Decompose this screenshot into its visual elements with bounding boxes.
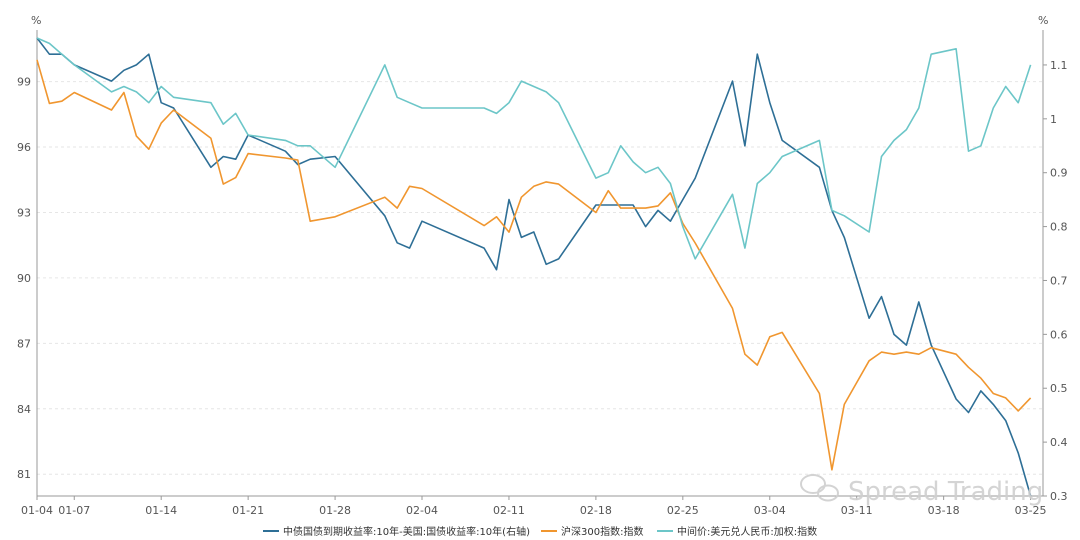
right-tick-label: 1.1 — [1050, 59, 1068, 72]
right-tick-label: 0.7 — [1050, 274, 1068, 287]
left-tick-label: 81 — [17, 468, 31, 481]
x-tick-label: 01-07 — [58, 504, 90, 517]
x-tick-label: 03-04 — [754, 504, 786, 517]
right-tick-label: 0.4 — [1050, 436, 1068, 449]
legend-label-1: 沪深300指数:指数 — [561, 525, 643, 538]
watermark-text: Spread Trading — [848, 477, 1043, 507]
right-tick-label: 0.9 — [1050, 167, 1068, 180]
left-tick-label: 99 — [17, 76, 31, 89]
legend-label-2: 中间价:美元兑人民币:加权:指数 — [677, 525, 817, 538]
x-tick-label: 01-04 — [21, 504, 53, 517]
x-tick-label: 01-28 — [319, 504, 351, 517]
series-line-2 — [36, 37, 1032, 260]
watermark: Spread Trading — [800, 474, 1043, 507]
right-tick-label: 1 — [1050, 113, 1057, 126]
series-lines — [36, 37, 1032, 497]
left-tick-label: 84 — [17, 403, 31, 416]
x-tick-label: 02-04 — [406, 504, 438, 517]
right-axis-unit: % — [1038, 14, 1048, 27]
gridlines — [37, 81, 1043, 475]
x-tick-label: 03-18 — [928, 504, 960, 517]
left-tick-label: 87 — [17, 337, 31, 350]
left-tick-label: 93 — [17, 206, 31, 219]
wechat-logo-icon — [800, 474, 839, 502]
x-tick-label: 02-25 — [667, 504, 699, 517]
left-tick-label: 90 — [17, 272, 31, 285]
axes: 81 84 87 90 93 96 99 0.3 0.4 0.5 0.6 0.7 0.8 0.9 1 1.1 0… — [17, 30, 1068, 517]
left-tick-label: 96 — [17, 141, 31, 154]
x-tick-label: 02-18 — [580, 504, 612, 517]
x-tick-label: 01-21 — [232, 504, 264, 517]
series-line-1 — [36, 59, 1032, 471]
legend-label-0: 中债国债到期收益率:10年-美国:国债收益率:10年(右轴) — [283, 525, 530, 538]
left-axis-unit: % — [31, 14, 41, 27]
legend: 中债国债到期收益率:10年-美国:国债收益率:10年(右轴) 沪深300指数:指数… — [263, 525, 817, 538]
x-tick-label: 01-14 — [145, 504, 177, 517]
right-tick-label: 0.8 — [1050, 221, 1068, 234]
right-tick-label: 0.6 — [1050, 328, 1068, 341]
right-tick-label: 0.3 — [1050, 490, 1068, 503]
x-tick-label: 02-11 — [493, 504, 525, 517]
series-line-0 — [36, 37, 1032, 497]
x-tick-label: 03-25 — [1015, 504, 1047, 517]
x-tick-label: 03-11 — [841, 504, 873, 517]
right-tick-label: 0.5 — [1050, 382, 1068, 395]
